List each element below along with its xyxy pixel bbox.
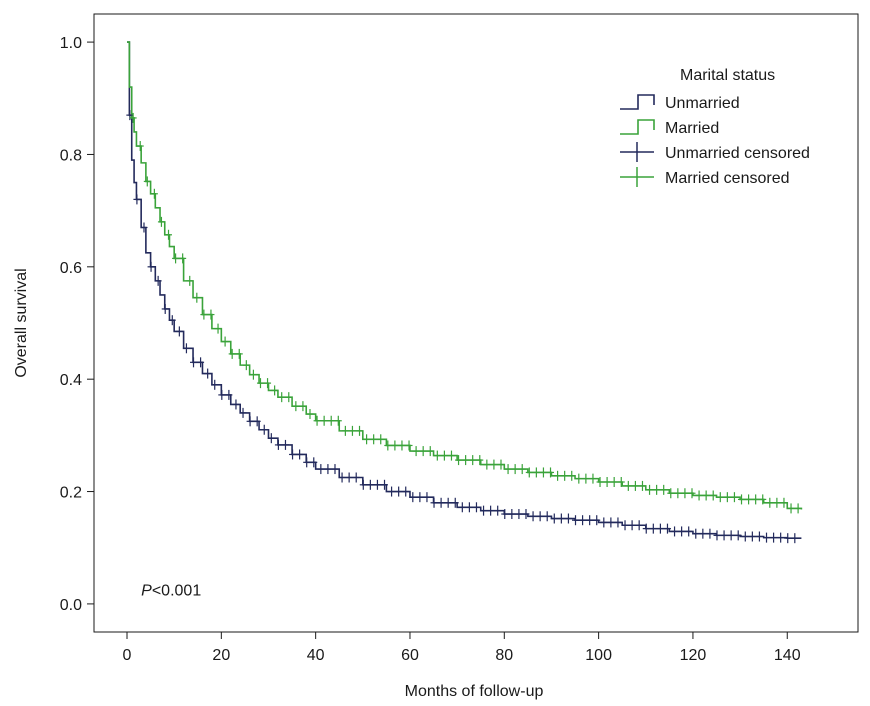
x-tick-label: 60 <box>401 647 419 664</box>
legend-label: Married <box>665 120 719 137</box>
legend-entry: Unmarried censored <box>620 142 810 162</box>
series-line-married <box>127 41 803 510</box>
p-value-suffix: <0.001 <box>152 582 201 599</box>
series-line-unmarried <box>127 41 802 539</box>
p-value-prefix: P <box>141 582 152 599</box>
legend-label: Unmarried <box>665 95 740 112</box>
plot-frame <box>93 13 859 633</box>
y-tick-label: 0.0 <box>60 597 82 614</box>
legend: Marital status UnmarriedMarriedUnmarried… <box>620 67 810 187</box>
y-axis-title: Overall survival <box>13 268 30 377</box>
legend-entry: Married censored <box>620 167 790 187</box>
legend-entry: Unmarried <box>620 94 740 112</box>
legend-label: Unmarried censored <box>665 145 810 162</box>
x-tick-label: 20 <box>212 647 230 664</box>
legend-title: Marital status <box>680 67 775 84</box>
legend-label: Married censored <box>665 170 790 187</box>
x-axis-title: Months of follow-up <box>405 683 544 700</box>
x-tick-label: 80 <box>495 647 513 664</box>
legend-entry: Married <box>620 119 719 137</box>
p-value-annotation: P<0.001 <box>141 582 201 599</box>
censor-layer <box>126 110 802 544</box>
legend-swatch-step <box>620 119 655 135</box>
legend-swatch-step <box>620 94 655 110</box>
y-tick-label: 0.8 <box>60 147 82 164</box>
y-tick-label: 0.4 <box>60 372 82 389</box>
series-layer <box>127 41 803 539</box>
x-tick-label: 0 <box>123 647 132 664</box>
censor-marks-married <box>129 112 802 514</box>
x-tick-label: 120 <box>680 647 707 664</box>
y-tick-label: 0.6 <box>60 260 82 277</box>
x-tick-label: 40 <box>307 647 325 664</box>
x-tick-label: 140 <box>774 647 801 664</box>
y-tick-label: 0.2 <box>60 485 82 502</box>
x-tick-label: 100 <box>585 647 612 664</box>
axes: 0.0 0.2 0.4 0.6 0.8 1.0 0 20 40 60 80 100 120 140 <box>60 13 859 664</box>
y-tick-label: 1.0 <box>60 35 82 52</box>
legend-entries: Unmarried Married Unmarried censored Marrie… <box>620 94 810 187</box>
censor-marks-unmarried <box>126 110 799 544</box>
